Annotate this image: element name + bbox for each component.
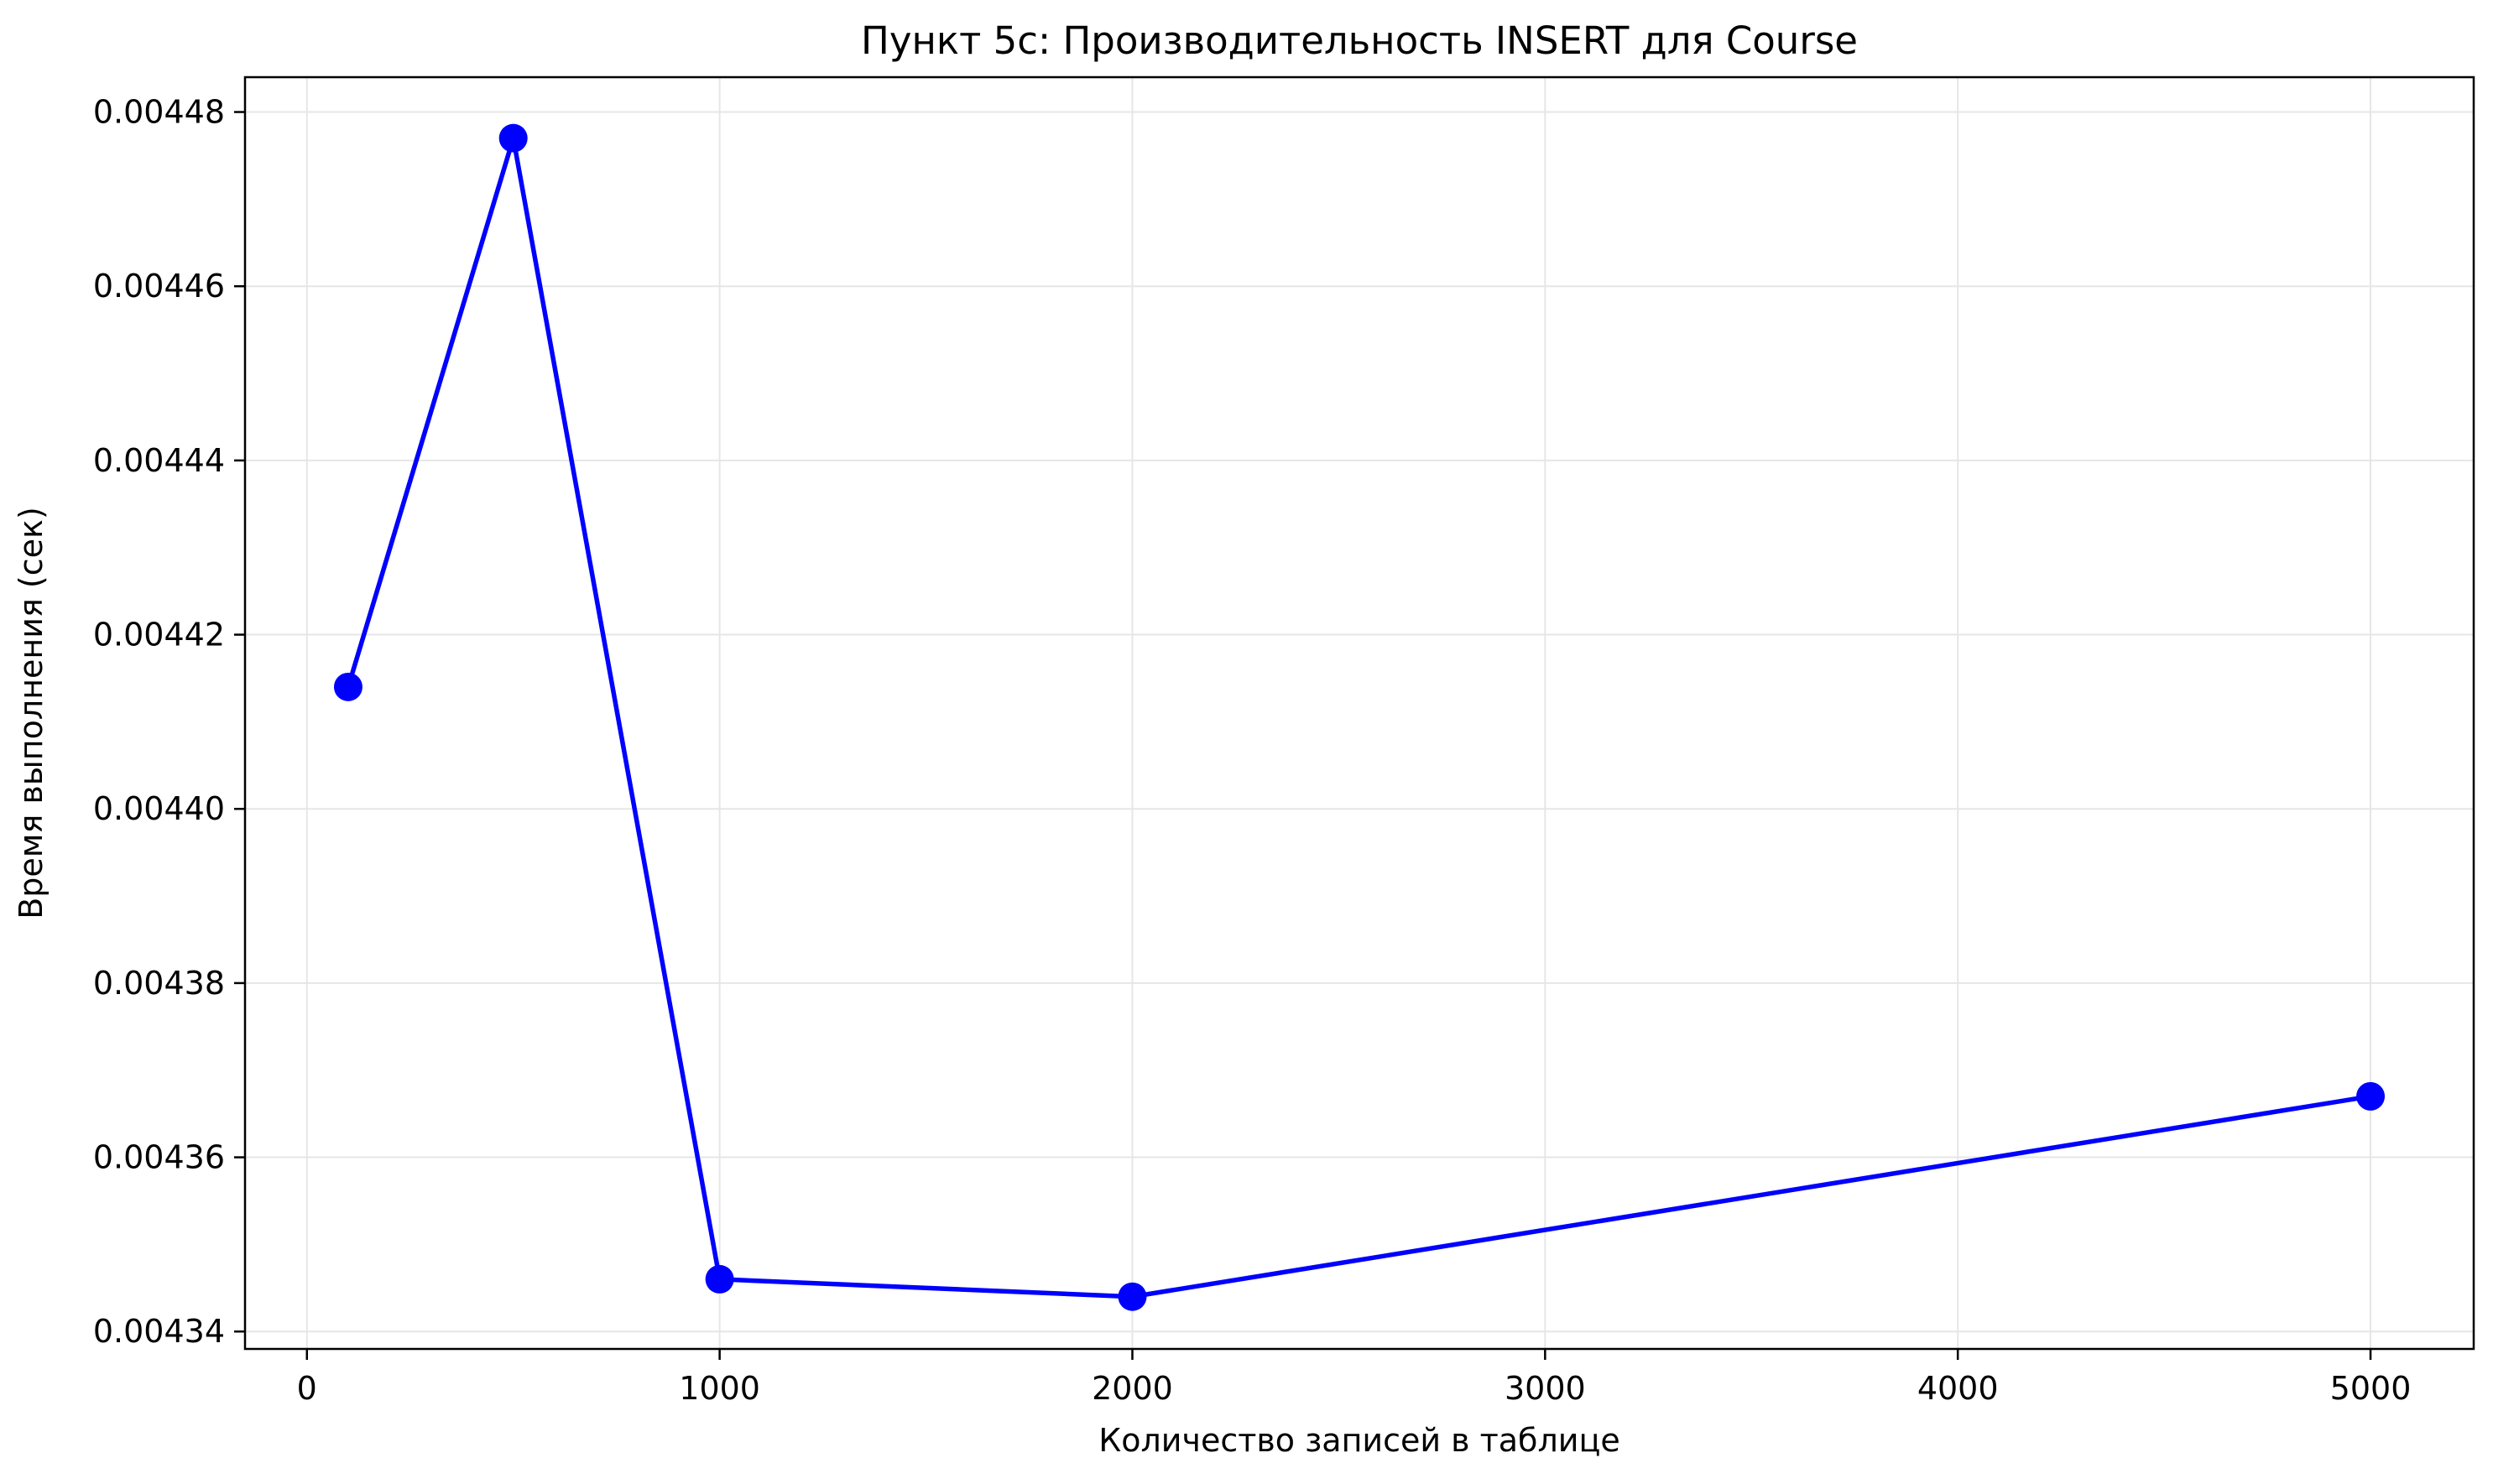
- x-tick-label: 0: [297, 1370, 317, 1407]
- y-tick-label: 0.00446: [93, 268, 225, 305]
- y-tick-label: 0.00440: [93, 790, 225, 827]
- data-point: [2356, 1081, 2386, 1111]
- x-tick-label: 1000: [679, 1370, 760, 1407]
- data-point: [498, 123, 528, 153]
- data-point: [705, 1264, 734, 1294]
- y-tick-label: 0.00444: [93, 442, 225, 479]
- data-point: [1118, 1282, 1147, 1311]
- data-point: [333, 672, 362, 701]
- y-tick-label: 0.00442: [93, 617, 225, 653]
- chart-title: Пункт 5c: Производительность INSERT для …: [861, 18, 1858, 63]
- y-tick-label: 0.00448: [93, 94, 225, 131]
- plot-frame: [243, 76, 2475, 1351]
- x-tick-label: 3000: [1505, 1370, 1586, 1407]
- grid-lines: [245, 77, 2474, 1349]
- x-tick-label: 4000: [1917, 1370, 1999, 1407]
- y-tick-label: 0.00434: [93, 1313, 225, 1350]
- x-tick-label: 5000: [2330, 1370, 2412, 1407]
- y-tick-label: 0.00438: [93, 965, 225, 1002]
- x-tick-label: 2000: [1092, 1370, 1173, 1407]
- series-layer: [333, 123, 2386, 1311]
- x-axis-title: Количество записей в таблице: [1098, 1422, 1619, 1459]
- y-tick-label: 0.00436: [93, 1139, 225, 1176]
- axis-ticks: 0 1000 2000 3000 4000 5000 0.00434 0.00436 0.004…: [93, 94, 2412, 1407]
- y-axis-title: Время выполнения (сек): [13, 507, 50, 919]
